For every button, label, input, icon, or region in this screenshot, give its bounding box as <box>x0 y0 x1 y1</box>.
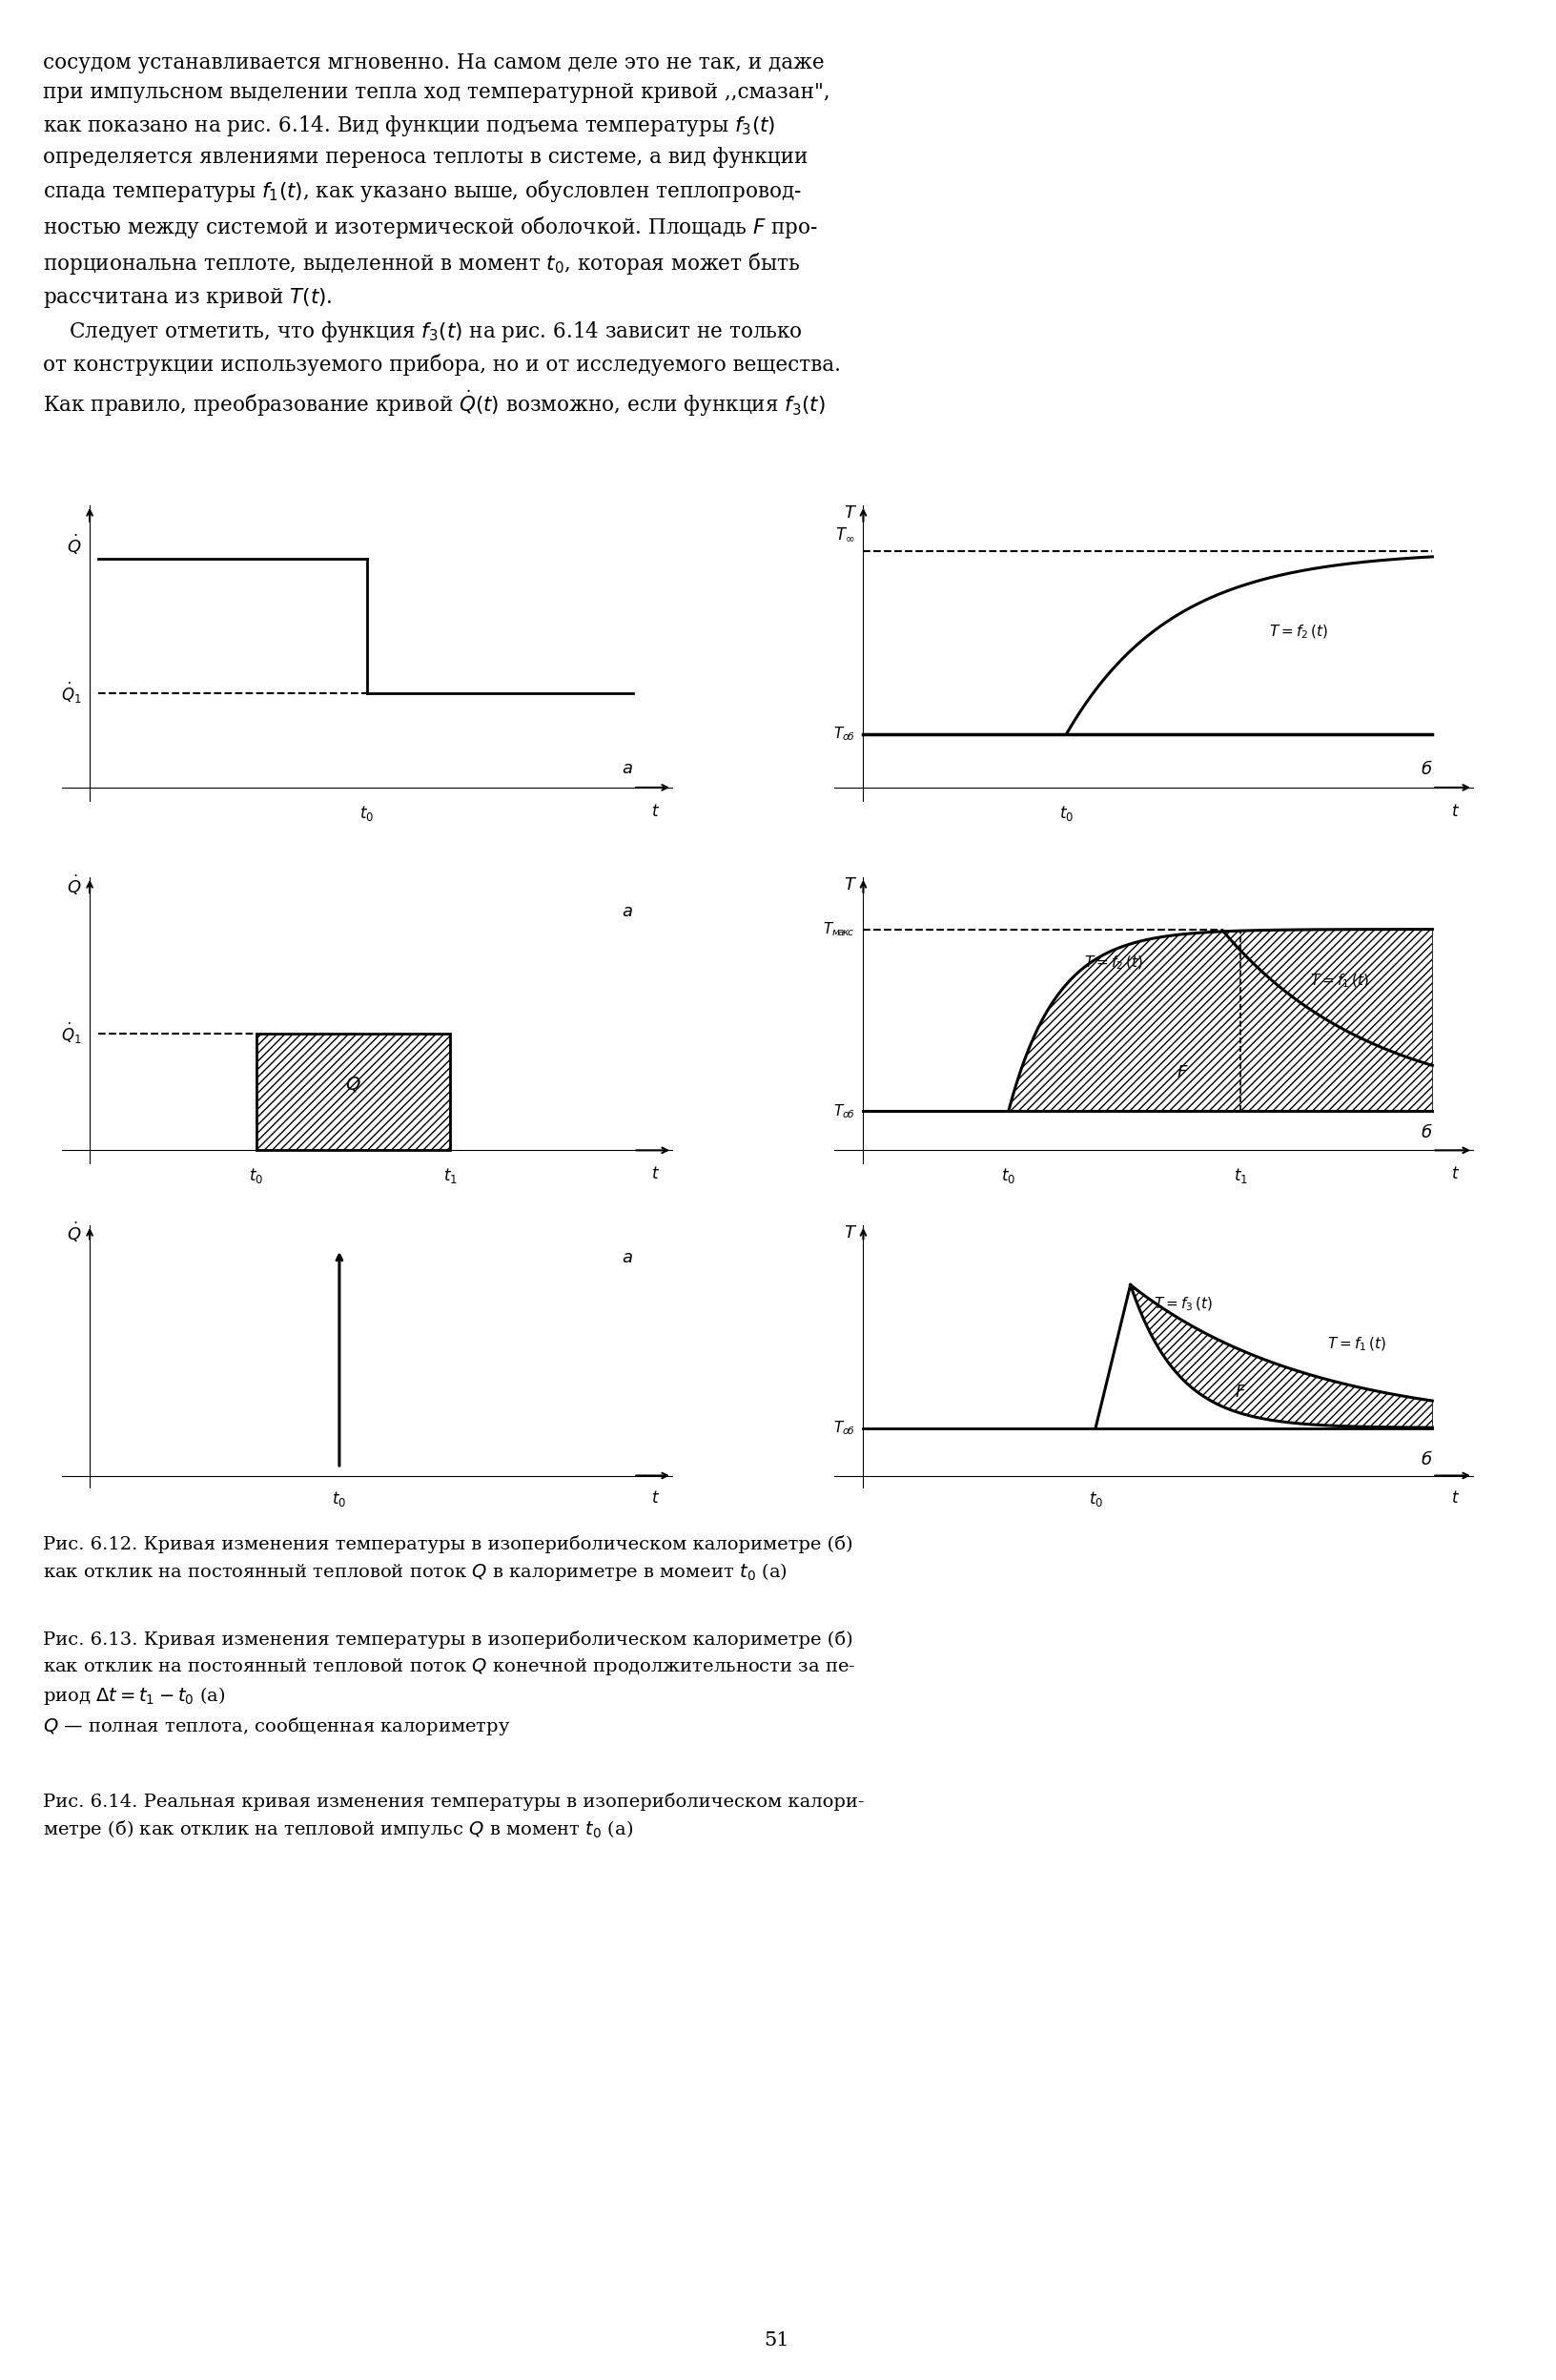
Text: $t$: $t$ <box>652 1490 660 1507</box>
Text: $\dot{Q}$: $\dot{Q}$ <box>67 533 81 557</box>
Text: $T$: $T$ <box>843 505 857 521</box>
Text: 51: 51 <box>764 2332 790 2349</box>
Text: $T$: $T$ <box>843 876 857 892</box>
Text: $T=f_2\,(t)$: $T=f_2\,(t)$ <box>1270 624 1329 640</box>
Text: $T=f_3\,(t)$: $T=f_3\,(t)$ <box>1153 1295 1212 1314</box>
Text: $T=f_1\,(t)$: $T=f_1\,(t)$ <box>1310 973 1369 990</box>
Text: Рис. 6.12. Кривая изменения температуры в изопериболическом калориметре (б)
как : Рис. 6.12. Кривая изменения температуры … <box>44 1535 853 1583</box>
Text: $\dot{Q}_1$: $\dot{Q}_1$ <box>61 1021 81 1045</box>
Text: $T_\infty$: $T_\infty$ <box>836 526 854 543</box>
Text: $t$: $t$ <box>652 804 660 819</box>
Text: $t_0$: $t_0$ <box>1001 1166 1016 1185</box>
Text: $T=f_1\,(t)$: $T=f_1\,(t)$ <box>1327 1335 1386 1354</box>
Text: $б$: $б$ <box>1421 1449 1433 1468</box>
Text: $б$: $б$ <box>1421 759 1433 778</box>
Text: $F$: $F$ <box>1235 1383 1246 1402</box>
Text: $t_0$: $t_0$ <box>359 804 375 823</box>
Text: Рис. 6.14. Реальная кривая изменения температуры в изопериболическом калори-
мет: Рис. 6.14. Реальная кривая изменения тем… <box>44 1792 864 1840</box>
Text: $\dot{Q}_1$: $\dot{Q}_1$ <box>61 681 81 707</box>
Text: $t$: $t$ <box>1452 1166 1460 1183</box>
Text: $a$: $a$ <box>622 759 633 778</box>
Text: $t_0$: $t_0$ <box>249 1166 263 1185</box>
Text: $t_0$: $t_0$ <box>331 1490 347 1509</box>
Text: $T=f_2\,(t)$: $T=f_2\,(t)$ <box>1083 954 1142 971</box>
Text: $t_0$: $t_0$ <box>1088 1490 1103 1509</box>
Text: $T_{о\!б}$: $T_{о\!б}$ <box>834 1418 854 1438</box>
Text: $t$: $t$ <box>652 1166 660 1183</box>
Text: $t_0$: $t_0$ <box>1060 804 1074 823</box>
Text: $t$: $t$ <box>1452 804 1460 819</box>
Text: $F$: $F$ <box>1176 1064 1189 1081</box>
Text: $Q$: $Q$ <box>345 1073 361 1092</box>
Text: $\dot{Q}$: $\dot{Q}$ <box>67 873 81 897</box>
Text: $T$: $T$ <box>843 1223 857 1240</box>
Text: $t_1$: $t_1$ <box>443 1166 457 1185</box>
Text: $T_{о\!б}$: $T_{о\!б}$ <box>834 726 854 743</box>
Text: Следует отметить, что функция $f_3(t)$ на рис. 6.14 зависит не только
от констру: Следует отметить, что функция $f_3(t)$ н… <box>44 319 840 419</box>
Text: $T_{м\!а\!к\!с}$: $T_{м\!а\!к\!с}$ <box>823 921 854 938</box>
Text: $t$: $t$ <box>1452 1490 1460 1507</box>
Text: $a$: $a$ <box>622 904 633 921</box>
Text: Рис. 6.13. Кривая изменения температуры в изопериболическом калориметре (б)
как : Рис. 6.13. Кривая изменения температуры … <box>44 1630 856 1737</box>
Text: $\dot{Q}$: $\dot{Q}$ <box>67 1221 81 1245</box>
Text: $б$: $б$ <box>1421 1123 1433 1140</box>
Text: $a$: $a$ <box>622 1250 633 1266</box>
Text: сосудом устанавливается мгновенно. На самом деле это не так, и даже
при импульсн: сосудом устанавливается мгновенно. На са… <box>44 52 829 309</box>
Text: $T_{о\!б}$: $T_{о\!б}$ <box>834 1102 854 1121</box>
Polygon shape <box>257 1033 450 1150</box>
Text: $t_1$: $t_1$ <box>1234 1166 1248 1185</box>
